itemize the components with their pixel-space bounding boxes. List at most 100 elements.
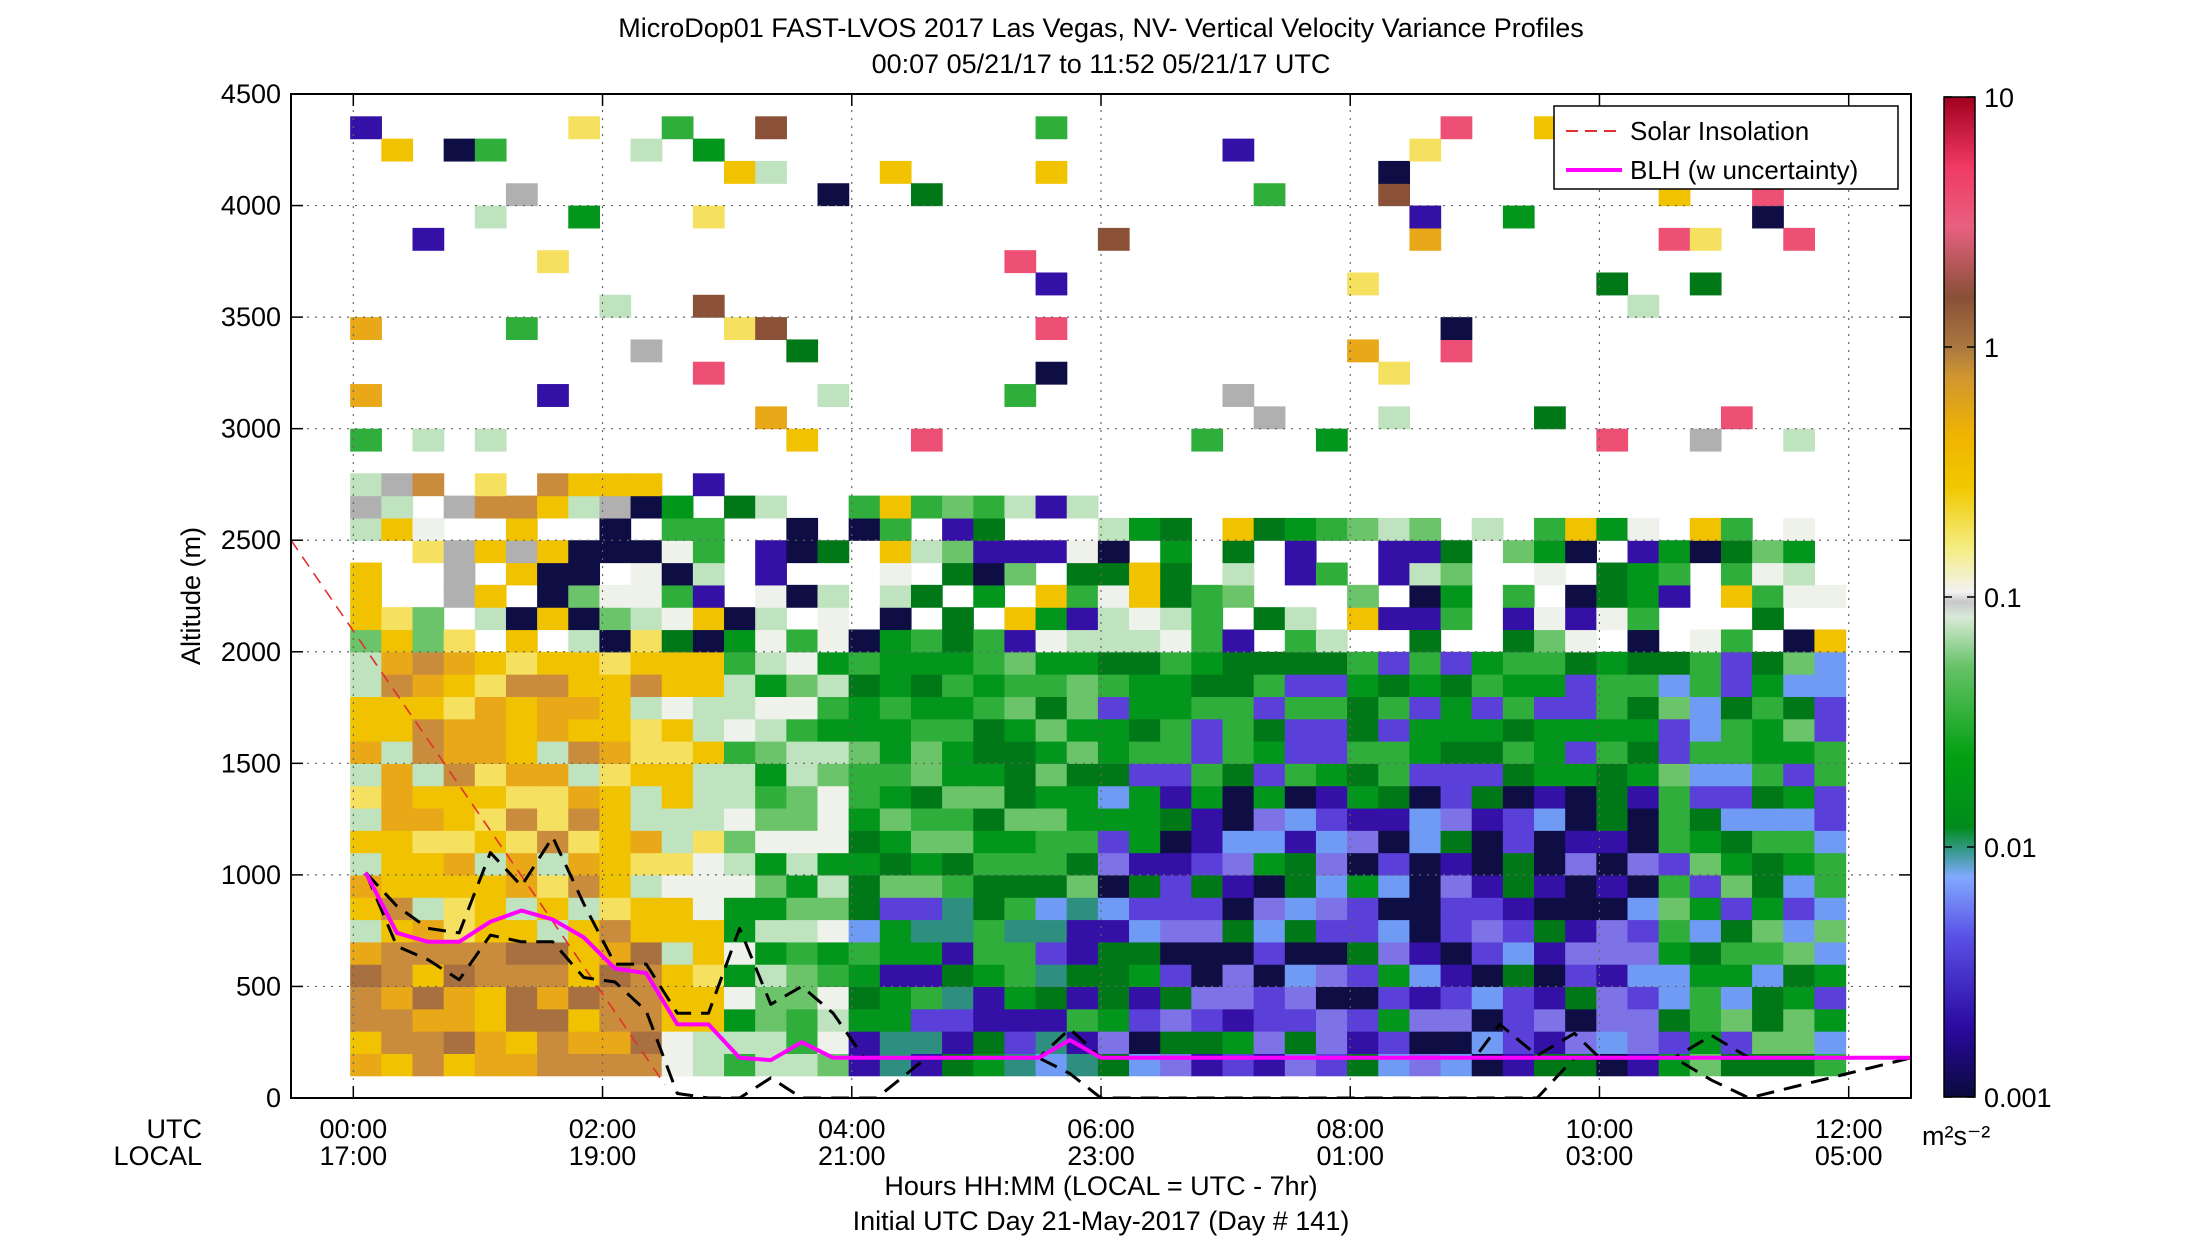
heatmap-cell: [599, 651, 632, 675]
heatmap-cell: [1035, 852, 1068, 876]
heatmap-cell: [1471, 741, 1504, 764]
y-axis-label: Altitude (m): [176, 527, 206, 665]
heatmap-cell: [1378, 1008, 1411, 1032]
heatmap-cell: [1191, 674, 1224, 697]
heatmap-cell: [350, 607, 382, 631]
heatmap-cell: [661, 852, 694, 876]
heatmap-cell: [1689, 763, 1722, 787]
heatmap-cell: [1409, 584, 1442, 608]
heatmap-cell: [1315, 874, 1348, 898]
heatmap-cell: [568, 852, 601, 876]
heatmap-cell: [474, 1031, 507, 1054]
heatmap-cell: [1284, 651, 1317, 675]
heatmap-cell: [1160, 718, 1192, 742]
heatmap-cell: [505, 807, 538, 831]
heatmap-cell: [724, 830, 756, 854]
heatmap-cell: [1347, 763, 1379, 787]
heatmap-cell: [1783, 941, 1816, 965]
heatmap-cell: [1471, 1008, 1504, 1032]
heatmap-cell: [568, 205, 601, 229]
heatmap-cell: [1627, 830, 1660, 854]
heatmap-cell: [443, 941, 476, 965]
heatmap-cell: [1409, 227, 1442, 251]
heatmap-cell: [505, 1008, 538, 1032]
heatmap-cell: [724, 874, 756, 898]
heatmap-cell: [1783, 584, 1816, 608]
heatmap-cell: [942, 852, 974, 876]
heatmap-cell: [1627, 941, 1660, 965]
heatmap-cell: [848, 495, 881, 519]
heatmap-cell: [381, 473, 414, 497]
heatmap-cell: [1315, 517, 1348, 541]
heatmap-cell: [505, 785, 538, 809]
heatmap-cell: [755, 830, 787, 854]
heatmap-cell: [1565, 629, 1597, 653]
heatmap-cell: [786, 1008, 819, 1032]
heatmap-cell: [724, 317, 756, 341]
heatmap-cell: [1160, 651, 1192, 675]
heatmap-cell: [1627, 294, 1660, 318]
heatmap-cell: [1097, 1031, 1130, 1054]
heatmap-cell: [1066, 674, 1099, 697]
heatmap-cell: [1783, 986, 1816, 1010]
heatmap-cell: [1097, 696, 1130, 720]
heatmap-cell: [973, 629, 1006, 653]
x-tick-label-local: 03:00: [1566, 1141, 1634, 1171]
heatmap-cell: [1222, 852, 1255, 876]
heatmap-cell: [1129, 651, 1161, 675]
heatmap-cell: [692, 584, 725, 608]
heatmap-cell: [910, 651, 943, 675]
heatmap-cell: [1378, 160, 1411, 184]
heatmap-cell: [505, 674, 538, 697]
heatmap-cell: [350, 763, 382, 787]
heatmap-cell: [1720, 540, 1753, 564]
x-tick-label-utc: 12:00: [1815, 1114, 1883, 1144]
heatmap-cell: [1035, 830, 1068, 854]
heatmap-cell: [973, 540, 1006, 564]
heatmap-cell: [1502, 584, 1535, 608]
heatmap-cell: [537, 941, 569, 965]
heatmap-cell: [1129, 607, 1161, 631]
heatmap-cell: [817, 874, 850, 898]
heatmap-cell: [1596, 763, 1629, 787]
heatmap-cell: [1596, 517, 1629, 541]
heatmap-cell: [1129, 986, 1161, 1010]
heatmap-cell: [1315, 830, 1348, 854]
heatmap-cell: [1720, 718, 1753, 742]
heatmap-cell: [1315, 1008, 1348, 1032]
heatmap-cell: [1440, 562, 1473, 586]
heatmap-cell: [1160, 562, 1192, 586]
heatmap-cell: [1066, 651, 1099, 675]
heatmap-cell: [1004, 1008, 1037, 1032]
heatmap-cell: [1720, 651, 1753, 675]
heatmap-cell: [1720, 986, 1753, 1010]
heatmap-cell: [443, 718, 476, 742]
heatmap-cell: [1534, 741, 1566, 764]
heatmap-cell: [1066, 741, 1099, 764]
heatmap-cell: [1689, 807, 1722, 831]
heatmap-cell: [350, 919, 382, 943]
heatmap-cell: [1315, 986, 1348, 1010]
heatmap-cell: [1253, 964, 1286, 988]
heatmap-cell: [1814, 741, 1847, 764]
heatmap-cell: [599, 718, 632, 742]
heatmap-cell: [786, 763, 819, 787]
heatmap-cell: [1720, 763, 1753, 787]
heatmap-cell: [973, 830, 1006, 854]
heatmap-cell: [1783, 1031, 1816, 1054]
heatmap-cell: [848, 986, 881, 1010]
heatmap-cell: [1440, 874, 1473, 898]
heatmap-cell: [1066, 874, 1099, 898]
heatmap-cell: [1502, 1031, 1535, 1054]
heatmap-cell: [1097, 807, 1130, 831]
heatmap-cell: [1596, 986, 1629, 1010]
heatmap-cell: [568, 696, 601, 720]
heatmap-cell: [1409, 807, 1442, 831]
heatmap-cell: [724, 741, 756, 764]
heatmap-cell: [412, 473, 445, 497]
heatmap-cell: [1534, 674, 1566, 697]
solar-insolation-line: [291, 539, 666, 1086]
heatmap-cell: [755, 540, 787, 564]
heatmap-cell: [1440, 807, 1473, 831]
heatmap-cell: [1284, 562, 1317, 586]
